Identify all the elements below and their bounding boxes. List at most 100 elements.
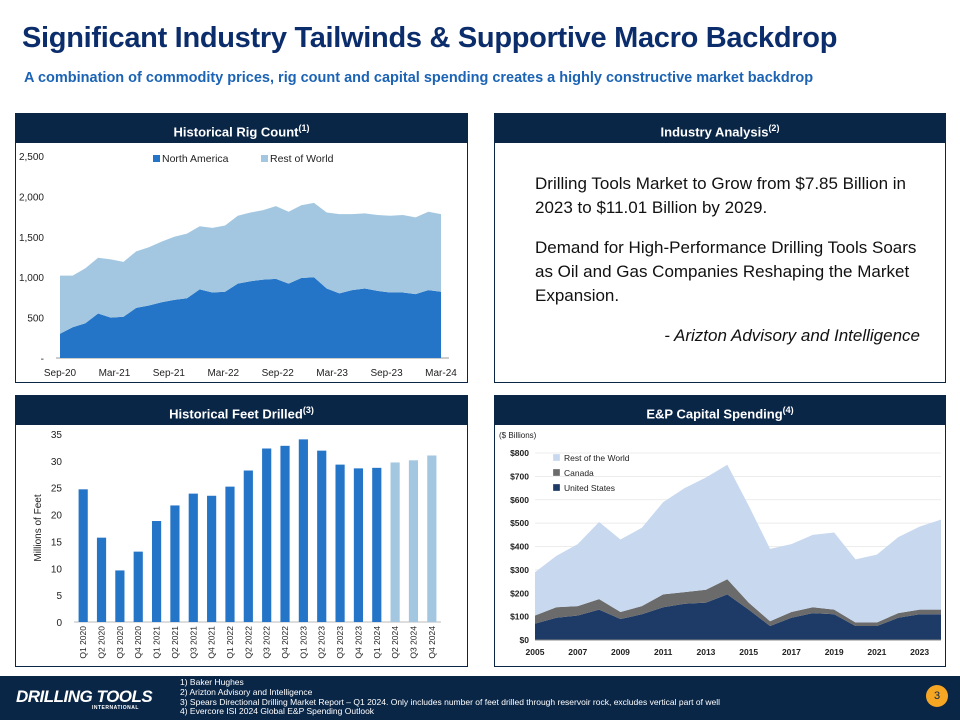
capex-footnote-ref: (4) [782, 405, 794, 415]
feet-x-tick-label: Q3 2020 [115, 626, 125, 659]
company-logo-subtitle: INTERNATIONAL [92, 705, 139, 711]
feet-bar [115, 570, 125, 622]
rig-y-tick-label: 500 [27, 314, 44, 325]
feet-bar [390, 462, 400, 622]
feet-y-tick-label: 25 [51, 484, 63, 495]
rig-x-tick-label: Sep-20 [44, 368, 77, 379]
capex-series-area-2 [535, 464, 941, 623]
feet-x-tick-label: Q2 2021 [170, 626, 180, 659]
feet-x-tick-label: Q1 2023 [298, 626, 308, 659]
industry-analysis-footnote-ref: (2) [768, 123, 780, 133]
page-title: Significant Industry Tailwinds & Support… [22, 22, 838, 54]
industry-analysis-header: Industry Analysis(2) [495, 114, 945, 143]
capex-y-tick-label: $400 [510, 542, 529, 552]
feet-x-tick-label: Q3 2021 [188, 626, 198, 659]
rig-count-chart: - 500 1,000 1,500 2,000 2,500 Sep-20 Mar-21 Sep-… [19, 152, 457, 379]
capex-y-tick-label: $300 [510, 565, 529, 575]
rig-series-area-1 [60, 202, 441, 334]
rig-y-tick-label: - [41, 354, 44, 365]
feet-bar [353, 468, 364, 622]
capex-x-tick-label: 2021 [867, 647, 886, 657]
feet-y-tick-label: 35 [51, 430, 63, 441]
footer-bar: DRILLING TOOLS INTERNATIONAL 1) Baker Hu… [0, 676, 960, 720]
capex-x-tick-label: 2009 [611, 647, 630, 657]
rig-legend-swatch-1 [261, 155, 268, 162]
feet-bar [207, 495, 217, 622]
capex-series-area-0 [535, 594, 941, 640]
feet-x-tick-label: Q4 2022 [280, 626, 290, 659]
feet-x-tick-label: Q4 2024 [427, 626, 437, 659]
capex-x-tick-label: 2019 [825, 647, 844, 657]
industry-analysis-panel: Industry Analysis(2) Drilling Tools Mark… [494, 113, 946, 383]
capex-x-tick-label: 2015 [739, 647, 758, 657]
capex-x-tick-label: 2007 [568, 647, 587, 657]
industry-analysis-quote: Drilling Tools Market to Grow from $7.85… [535, 172, 920, 364]
capex-y-tick-label: $800 [510, 448, 529, 458]
feet-bar [317, 450, 327, 622]
feet-x-tick-label: Q4 2023 [353, 626, 363, 659]
feet-bar [335, 464, 345, 622]
feet-bar [427, 455, 437, 622]
feet-drilled-header: Historical Feet Drilled(3) [16, 396, 467, 425]
rig-y-tick-label: 1,000 [19, 273, 44, 284]
feet-y-tick-label: 15 [51, 537, 63, 548]
feet-bar [298, 439, 308, 622]
rig-legend-label-0: North America [162, 153, 229, 165]
feet-bar [151, 521, 162, 622]
feet-drilled-panel: Historical Feet Drilled(3) 0 5 10 15 20 25 30 3… [15, 395, 468, 667]
company-logo: DRILLING TOOLS [16, 687, 153, 706]
feet-y-tick-label: 30 [51, 457, 63, 468]
feet-x-tick-label: Q3 2024 [408, 626, 418, 659]
capex-header: E&P Capital Spending(4) [495, 396, 945, 425]
rig-count-footnote-ref: (1) [298, 123, 310, 133]
rig-x-tick-label: Mar-24 [425, 368, 457, 379]
rig-x-tick-label: Sep-21 [153, 368, 186, 379]
feet-bar [96, 537, 107, 622]
capex-legend-label: Canada [564, 468, 594, 478]
capex-x-tick-label: 2005 [526, 647, 545, 657]
feet-bar [280, 445, 290, 622]
page-subtitle: A combination of commodity prices, rig c… [24, 70, 814, 86]
feet-y-tick-label: 10 [51, 564, 63, 575]
capex-x-tick-label: 2017 [782, 647, 801, 657]
capex-x-tick-label: 2011 [654, 647, 673, 657]
feet-drilled-title: Historical Feet Drilled [169, 406, 303, 422]
feet-y-tick-label: 5 [56, 591, 62, 602]
feet-bar [243, 470, 253, 622]
industry-analysis-attribution: - Arizton Advisory and Intelligence [664, 326, 920, 345]
capex-y-tick-label: $200 [510, 588, 529, 598]
capex-legend-swatch [552, 483, 561, 492]
rig-y-tick-label: 1,500 [19, 233, 44, 244]
feet-x-tick-label: Q4 2020 [133, 626, 143, 659]
capex-y-tick-label: $100 [510, 612, 529, 622]
feet-drilled-chart: 0 5 10 15 20 25 30 35 Millions of Feet Q1 2020 Q2 … [33, 430, 441, 659]
feet-x-tick-label: Q2 2023 [317, 626, 327, 659]
feet-drilled-footnote-ref: (3) [302, 405, 314, 415]
rig-count-header: Historical Rig Count(1) [16, 114, 467, 143]
rig-count-panel: Historical Rig Count(1) - 500 1,000 1,500 2,… [15, 113, 468, 383]
page-number: 3 [926, 685, 948, 707]
industry-analysis-title: Industry Analysis [660, 124, 769, 140]
feet-bar [188, 493, 198, 622]
feet-x-tick-label: Q4 2021 [207, 626, 217, 659]
footnotes: 1) Baker Hughes 2) Arizton Advisory and … [180, 677, 720, 717]
rig-y-tick-label: 2,000 [19, 192, 44, 203]
rig-count-title: Historical Rig Count [173, 124, 299, 140]
feet-x-tick-label: Q2 2022 [243, 626, 253, 659]
feet-x-tick-label: Q2 2024 [390, 626, 400, 659]
capex-legend-label: United States [564, 483, 615, 493]
feet-x-tick-label: Q2 2020 [97, 626, 107, 659]
feet-bar [225, 486, 235, 622]
footnote-2: 2) Arizton Advisory and Intelligence [180, 686, 313, 697]
feet-y-tick-label: 20 [51, 511, 63, 522]
rig-x-tick-label: Mar-22 [207, 368, 239, 379]
feet-x-tick-label: Q1 2022 [225, 626, 235, 659]
capex-x-tick-label: 2013 [696, 647, 715, 657]
feet-x-tick-label: Q3 2023 [335, 626, 345, 659]
feet-y-tick-label: 0 [56, 618, 62, 629]
capex-panel: E&P Capital Spending(4) ($ Billions) $0 $1… [494, 395, 946, 667]
rig-x-tick-label: Sep-22 [262, 368, 295, 379]
feet-bar [408, 460, 419, 622]
feet-x-tick-label: Q1 2021 [152, 626, 162, 659]
rig-x-tick-label: Mar-21 [99, 368, 131, 379]
